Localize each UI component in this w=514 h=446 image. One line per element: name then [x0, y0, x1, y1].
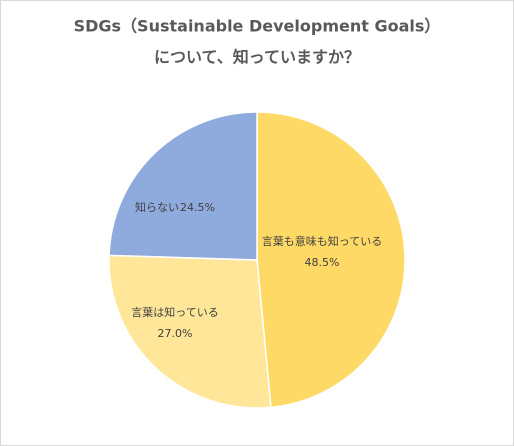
- pie-slice: [256, 111, 406, 409]
- slice-label: 言葉も意味も知っている: [262, 234, 382, 248]
- slice-label: 言葉は知っている: [131, 305, 218, 319]
- pie-slice: [108, 111, 258, 261]
- chart-title: SDGs（Sustainable Development Goals）: [74, 17, 441, 36]
- value-label: 24.5%: [180, 201, 215, 214]
- chart-title: について、知っていますか？: [154, 48, 360, 67]
- slice-label: 知らない: [135, 200, 179, 214]
- value-label: 48.5%: [305, 256, 340, 269]
- value-label: 27.0%: [158, 327, 193, 340]
- pie-slice: [108, 254, 272, 409]
